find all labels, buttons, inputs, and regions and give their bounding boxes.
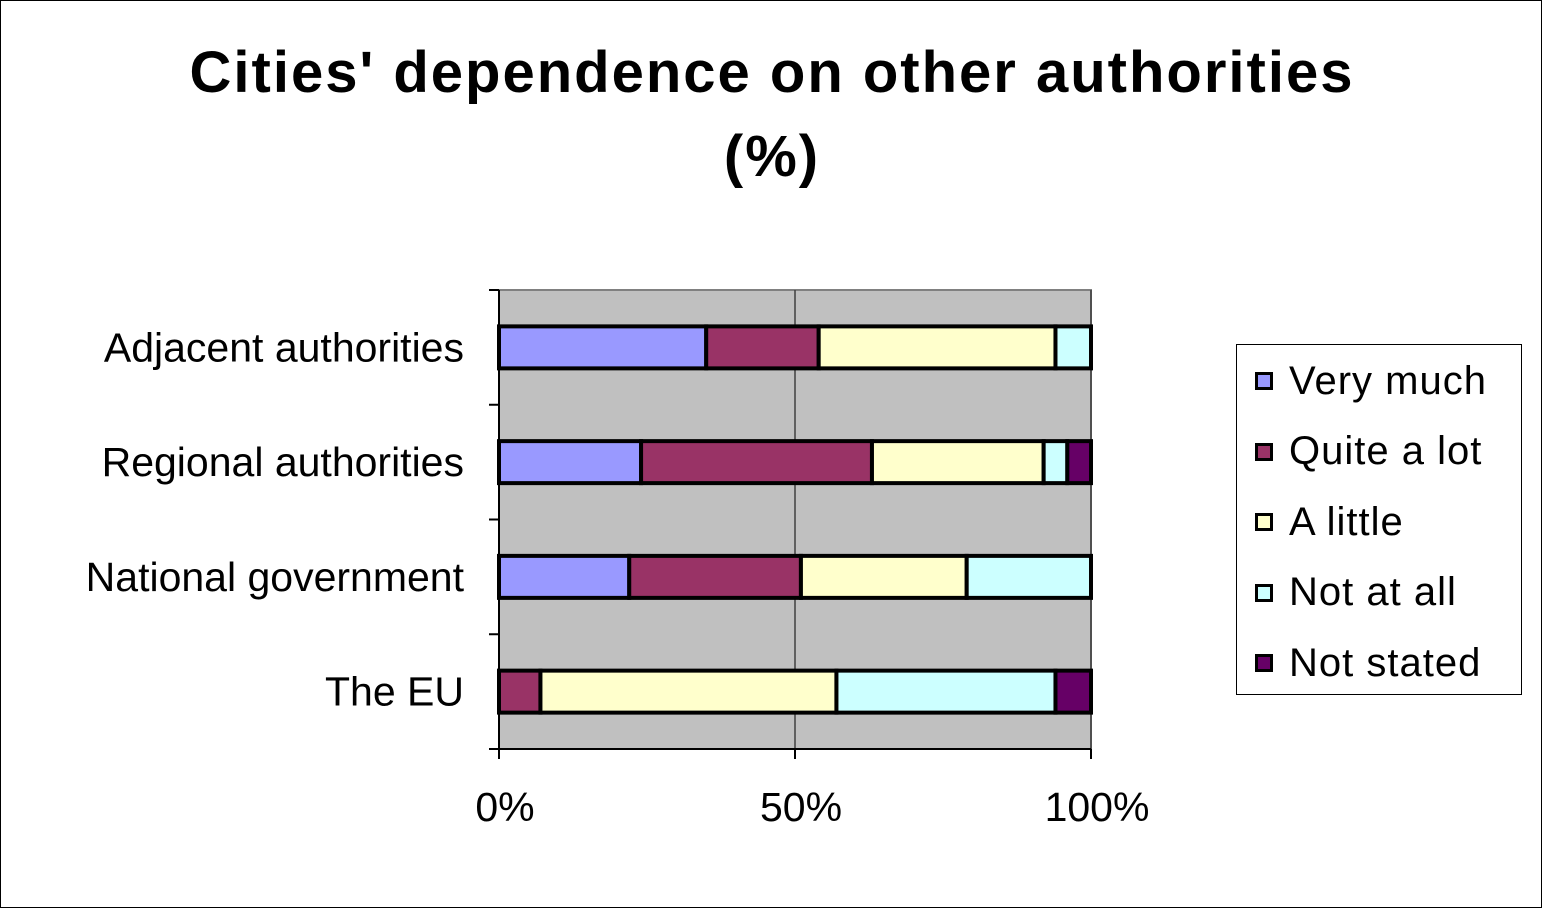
bar-segment	[497, 324, 709, 371]
legend-label: A little	[1289, 499, 1404, 544]
x-tick-label: 0%	[475, 784, 534, 830]
bar-segment	[497, 668, 543, 715]
legend-item: Not at all	[1255, 570, 1457, 614]
bar-segment	[1065, 439, 1093, 486]
category-label: National government	[86, 554, 465, 600]
legend-item: Very much	[1255, 358, 1487, 403]
category-label: The EU	[325, 669, 464, 715]
chart-subtitle: (%)	[723, 124, 821, 189]
x-tick-label: 50%	[760, 784, 842, 830]
chart-title: Cities' dependence on other authorities	[189, 40, 1355, 105]
legend-label: Not at all	[1289, 570, 1457, 614]
bar-segment	[1053, 668, 1093, 715]
legend-item: Not stated	[1255, 640, 1482, 685]
x-tick-label: 100%	[1045, 784, 1150, 830]
bar-segment	[704, 324, 821, 371]
legend-label: Not stated	[1289, 640, 1482, 685]
bar-segment	[1053, 324, 1093, 371]
legend-item: A little	[1255, 499, 1404, 544]
bar-segment	[497, 439, 644, 486]
bar-segment	[964, 553, 1093, 600]
category-label: Adjacent authorities	[104, 324, 464, 370]
bar-segment	[869, 439, 1046, 486]
bar-segment	[798, 553, 969, 600]
legend-swatch	[1255, 583, 1273, 602]
legend-swatch	[1255, 513, 1273, 531]
category-label: Regional authorities	[102, 439, 464, 485]
legend-swatch	[1255, 372, 1273, 390]
legend-label: Quite a lot	[1289, 429, 1483, 473]
bar-segment	[816, 324, 1058, 371]
bar-segment	[497, 553, 632, 600]
bar-segment	[627, 553, 803, 600]
legend-label: Very much	[1289, 358, 1487, 403]
bar-segment	[639, 439, 874, 486]
legend-swatch	[1255, 442, 1273, 461]
legend-swatch	[1255, 654, 1273, 672]
legend-item: Quite a lot	[1255, 429, 1483, 473]
bar-segment	[538, 668, 839, 715]
chart-legend: Very much Quite a lot A little Not at all No…	[1236, 344, 1522, 695]
bar-segment	[1041, 439, 1070, 486]
bar-segment	[834, 668, 1058, 715]
